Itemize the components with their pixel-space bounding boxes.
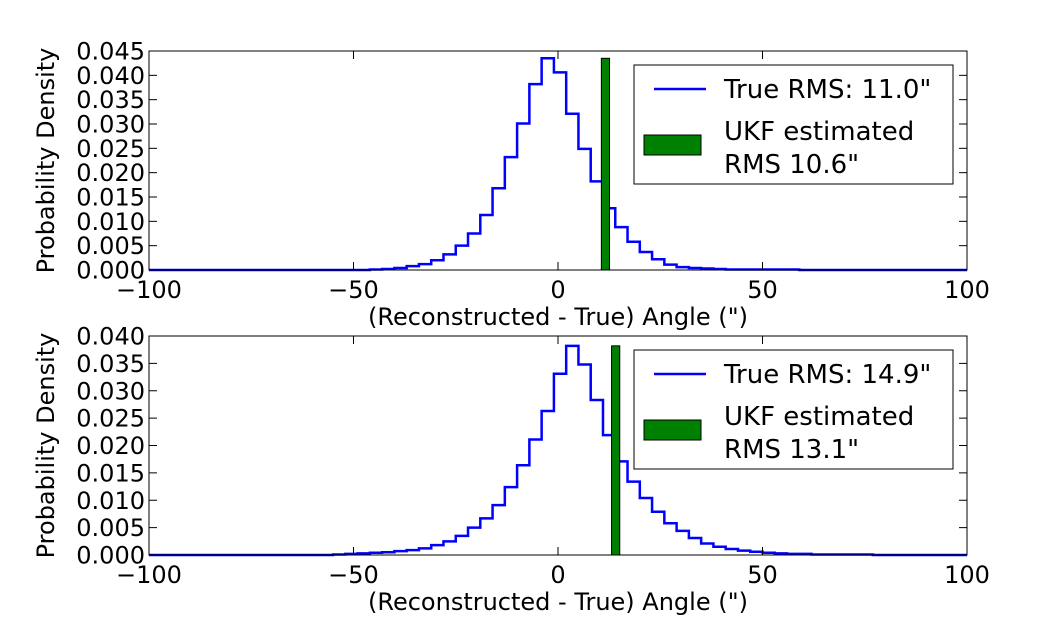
- y-axis-label: Probability Density: [32, 48, 60, 274]
- y-tick-label: 0.025: [76, 135, 145, 163]
- y-tick-label: 0.030: [76, 377, 145, 405]
- x-tick-label: 100: [944, 561, 990, 589]
- y-tick-label: 0.005: [76, 514, 145, 542]
- y-ticks: 0.0000.0050.0100.0150.0200.0250.0300.035…: [76, 323, 967, 570]
- legend-bar-label-line1: UKF estimated: [724, 117, 914, 147]
- y-tick-label: 0.020: [76, 432, 145, 460]
- y-tick-label: 0.000: [76, 257, 145, 285]
- legend-bar-swatch: [643, 419, 702, 441]
- y-tick-label: 0.015: [76, 459, 145, 487]
- estimate-bar-group: [600, 57, 611, 271]
- x-tick-label: 50: [747, 561, 778, 589]
- x-tick-label: −100: [116, 561, 182, 589]
- x-tick-label: −50: [328, 276, 379, 304]
- legend-frame: [633, 64, 954, 185]
- y-tick-label: 0.010: [76, 208, 145, 236]
- y-tick-label: 0.045: [76, 38, 145, 66]
- x-tick-label: −100: [116, 276, 182, 304]
- x-tick-label: 0: [550, 276, 565, 304]
- x-tick-label: 100: [944, 276, 990, 304]
- y-tick-label: 0.035: [76, 86, 145, 114]
- legend-series-label: True RMS: 14.9": [723, 360, 931, 390]
- x-ticks: −100 −50 0 50 100: [116, 336, 990, 589]
- legend-bar-label-line2: RMS 10.6": [724, 150, 859, 180]
- y-tick-label: 0.020: [76, 159, 145, 187]
- y-tick-label: 0.035: [76, 350, 145, 378]
- legend: True RMS: 14.9" UKF estimated RMS 13.1": [633, 349, 954, 470]
- histogram-group: [149, 344, 967, 557]
- chart-panel-bottom: −100 −50 0 50 100 0.0000.0050.0100.0150.0200…: [32, 323, 990, 617]
- x-tick-label: −50: [328, 561, 379, 589]
- legend: True RMS: 11.0" UKF estimated RMS 10.6": [633, 64, 954, 185]
- estimate-bar: [600, 57, 611, 271]
- legend-bar-label-line2: RMS 13.1": [724, 435, 859, 465]
- x-axis-label: (Reconstructed - True) Angle ("): [368, 588, 748, 616]
- x-tick-label: 0: [550, 561, 565, 589]
- y-tick-label: 0.030: [76, 111, 145, 139]
- y-tick-label: 0.000: [76, 542, 145, 570]
- y-tick-label: 0.010: [76, 487, 145, 515]
- legend-bar-swatch: [643, 134, 702, 156]
- y-tick-label: 0.025: [76, 405, 145, 433]
- x-axis-label: (Reconstructed - True) Angle ("): [368, 303, 748, 331]
- legend-bar-label-line1: UKF estimated: [724, 402, 914, 432]
- y-tick-label: 0.005: [76, 232, 145, 260]
- x-ticks: −100 −50 0 50 100: [116, 51, 990, 304]
- chart-panel-top: −100 −50 0 50 100 0.0000.0050.0100.0150.0200…: [32, 38, 990, 332]
- estimate-bar: [611, 345, 621, 556]
- legend-series-label: True RMS: 11.0": [723, 75, 931, 105]
- estimate-bar-group: [611, 345, 621, 556]
- y-axis-label: Probability Density: [32, 333, 60, 559]
- histogram-series-line: [149, 344, 967, 557]
- y-tick-label: 0.015: [76, 184, 145, 212]
- y-ticks: 0.0000.0050.0100.0150.0200.0250.0300.035…: [76, 38, 967, 285]
- legend-frame: [633, 349, 954, 470]
- y-tick-label: 0.040: [76, 323, 145, 351]
- y-tick-label: 0.040: [76, 62, 145, 90]
- x-tick-label: 50: [747, 276, 778, 304]
